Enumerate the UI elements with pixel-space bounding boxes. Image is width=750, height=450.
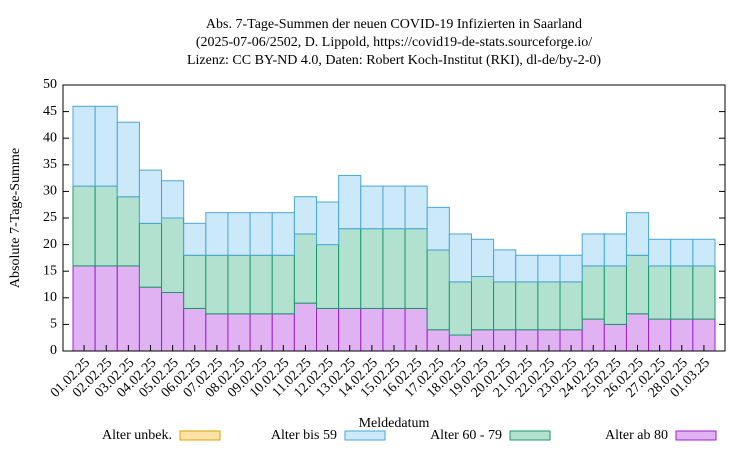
legend-label: Alter ab 80 (605, 428, 668, 443)
bar-segment (559, 281, 583, 331)
bar-segment (161, 291, 185, 352)
bar-segment (382, 185, 406, 230)
chart-title: (2025-07-06/2502, D. Lippold, https://co… (196, 35, 592, 50)
y-tick-label: 0 (50, 343, 57, 358)
bar-segment (271, 254, 295, 315)
bar-segment (227, 254, 251, 315)
chart-title: Lizenz: CC BY-ND 4.0, Daten: Robert Koch… (187, 53, 601, 68)
bar-segment (338, 307, 362, 352)
bar-segment (94, 265, 118, 352)
y-tick-label: 35 (43, 157, 57, 172)
bar-segment (625, 254, 650, 315)
bar-segment (271, 212, 295, 256)
bar-segment (161, 217, 185, 293)
bar-segment (227, 212, 251, 256)
legend-label: Alter bis 59 (271, 428, 337, 443)
bar-segment (72, 105, 96, 187)
bar-segment (138, 169, 163, 224)
bar-segment (138, 286, 163, 352)
legend-swatch (509, 430, 551, 441)
bar-segment (249, 212, 273, 256)
legend-label: Alter unbek. (102, 428, 172, 443)
bar-segment (316, 244, 340, 309)
y-tick-label: 5 (50, 317, 57, 332)
bar-segment (360, 228, 384, 309)
bar-segment (603, 233, 627, 267)
y-tick-label: 25 (43, 210, 57, 225)
bar-segment (94, 105, 118, 187)
bar-segment (360, 185, 384, 230)
legend-swatch (344, 430, 386, 441)
bar-segment (72, 265, 96, 352)
bar-segment (183, 307, 207, 352)
y-axis-label: Absolute 7-Tage-Summe (8, 148, 23, 288)
bar-segment (470, 276, 495, 331)
bar-segment (692, 238, 716, 267)
bar-segment (94, 185, 118, 267)
bar-segment (537, 254, 561, 283)
plot-frame (62, 84, 726, 352)
bar-segment (293, 233, 318, 304)
bar-segment (648, 265, 672, 320)
y-tick-label: 45 (43, 104, 57, 119)
bar-segment (426, 249, 450, 331)
bar-segment (338, 228, 362, 309)
bar-segment (426, 206, 450, 251)
bar-segment (515, 281, 539, 331)
legend-swatch (675, 430, 717, 441)
bar-segment (205, 254, 229, 315)
bar-segment (382, 307, 406, 352)
bar-segment (692, 265, 716, 320)
y-tick-label: 50 (43, 77, 57, 92)
bar-segment (316, 307, 340, 352)
bar-segment (183, 222, 207, 256)
bar-segment (138, 222, 163, 288)
y-tick-label: 40 (43, 130, 57, 145)
bar-segment (116, 196, 140, 267)
bar-segment (515, 254, 539, 283)
bar-segment (116, 121, 140, 198)
bar-segment (448, 233, 472, 283)
bar-segment (581, 265, 605, 320)
y-tick-label: 30 (43, 184, 57, 199)
chart-title: Abs. 7-Tage-Summen der neuen COVID-19 In… (206, 17, 582, 32)
bar-segment (670, 238, 694, 267)
legend-swatch (179, 430, 221, 441)
bar-segment (205, 212, 229, 256)
bar-segment (581, 233, 605, 267)
bar-segment (161, 180, 185, 219)
bar-segment (559, 254, 583, 283)
bar-segment (338, 174, 362, 230)
bar-segment (493, 281, 517, 331)
bar-segment (72, 185, 96, 267)
bar-segment (670, 265, 694, 320)
y-tick-label: 15 (43, 263, 57, 278)
bar-segment (448, 281, 472, 336)
bar-segment (293, 302, 318, 352)
bar-segment (382, 228, 406, 309)
bar-segment (493, 249, 517, 283)
bar-segment (404, 228, 428, 309)
bar-segment (648, 238, 672, 267)
x-axis-label: Meldedatum (359, 416, 430, 431)
legend-label: Alter 60 - 79 (430, 428, 502, 443)
bar-segment (537, 281, 561, 331)
bar-segment (360, 307, 384, 352)
bar-segment (404, 185, 428, 230)
bar-segment (183, 254, 207, 309)
bar-segment (404, 307, 428, 352)
bar-segment (116, 265, 140, 352)
bar-segment (316, 201, 340, 246)
bar-segment (249, 254, 273, 315)
bar-segment (625, 212, 650, 256)
bar-segment (293, 196, 318, 235)
y-tick-label: 20 (43, 237, 57, 252)
bar-segment (603, 265, 627, 325)
bar-segment (470, 238, 495, 278)
y-tick-label: 10 (43, 290, 57, 305)
